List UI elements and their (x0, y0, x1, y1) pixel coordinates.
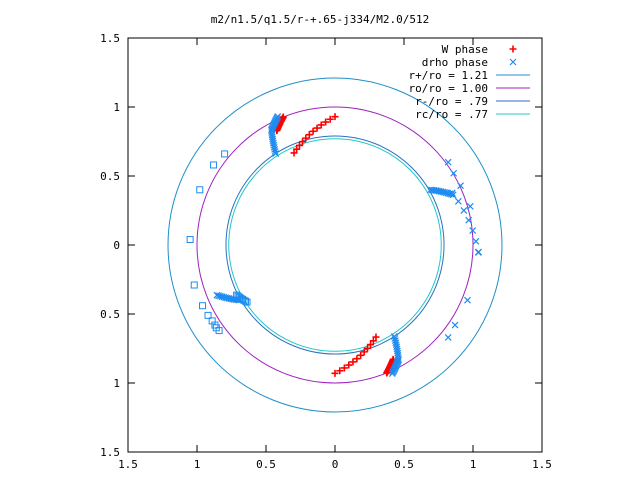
data-point (444, 158, 452, 166)
data-point (221, 150, 229, 158)
data-point (466, 202, 474, 210)
data-point (313, 124, 321, 132)
data-point (204, 311, 212, 319)
data-point (199, 302, 207, 310)
data-point (457, 182, 465, 190)
data-point (302, 134, 310, 142)
x-tick-label: 1.5 (532, 458, 552, 471)
x-tick-label: 0.5 (394, 458, 414, 471)
data-point (388, 370, 396, 378)
data-point (331, 113, 339, 121)
y-tick-label: 0 (113, 239, 120, 252)
data-point (465, 216, 473, 224)
data-point (363, 344, 371, 352)
data-point (449, 191, 457, 199)
data-point (372, 333, 380, 341)
series-w-phase (273, 113, 397, 377)
y-tick-label: 1.5 (100, 32, 120, 45)
data-point (233, 291, 241, 299)
data-point (326, 115, 334, 123)
x-tick-label: 0.5 (256, 458, 276, 471)
data-point (353, 355, 361, 363)
data-point (448, 189, 456, 197)
legend-swatch (509, 58, 517, 66)
x-tick-label: 1 (194, 458, 201, 471)
data-point (309, 127, 317, 135)
x-tick-label: 1.5 (118, 458, 138, 471)
circle-ro-ratio (196, 106, 474, 384)
data-point (215, 327, 223, 335)
data-point (349, 358, 357, 366)
data-point (215, 292, 223, 300)
chart-title: m2/n1.5/q1.5/r-+.65-j334/M2.0/512 (211, 13, 430, 26)
data-point (472, 237, 480, 245)
data-point (444, 334, 452, 341)
x-tick-label: 1 (470, 458, 477, 471)
circle-r-ratio (167, 77, 503, 413)
data-point (360, 348, 368, 356)
data-point (210, 161, 218, 169)
data-point (369, 337, 377, 345)
data-point (450, 169, 458, 177)
data-markers (186, 112, 482, 378)
data-point (305, 131, 313, 139)
legend-label: r+/ro = 1.21 (409, 69, 488, 82)
data-point (367, 341, 375, 349)
circle-r-ratio (225, 135, 445, 355)
data-point (322, 118, 330, 126)
data-point (460, 207, 468, 214)
legend-label: drho phase (422, 56, 488, 69)
data-point (196, 186, 204, 194)
data-point (186, 235, 194, 243)
series-squares (186, 150, 251, 335)
data-point (357, 351, 365, 359)
data-point (290, 149, 298, 157)
data-point (293, 145, 301, 153)
data-point (317, 121, 325, 129)
data-point (279, 113, 287, 121)
data-point (345, 361, 353, 369)
radius-circles (167, 77, 503, 413)
legend-swatch (509, 45, 517, 53)
legend-label: rc/ro = .77 (415, 108, 488, 121)
legend-label: r-/ro = .79 (415, 95, 488, 108)
data-point (464, 296, 471, 304)
data-point (190, 281, 198, 289)
y-tick-label: 1.5 (100, 446, 120, 459)
axis-ticks: 1.5 1 0.5 0 0.5 1 1.51.510.500.511.5 (100, 32, 552, 471)
y-tick-label: 0.5 (100, 308, 120, 321)
y-tick-label: 1 (113, 101, 120, 114)
data-point (340, 364, 348, 372)
data-point (336, 367, 344, 375)
data-point (295, 141, 303, 149)
y-tick-label: 0.5 (100, 170, 120, 183)
data-point (299, 138, 307, 146)
legend-label: ro/ro = 1.00 (409, 82, 488, 95)
data-point (213, 291, 221, 299)
data-point (331, 369, 339, 377)
data-point (475, 248, 482, 256)
data-point (234, 292, 242, 300)
circle-rc-ratio (228, 138, 442, 352)
series-drho-phase (213, 112, 482, 378)
data-point (274, 112, 282, 120)
x-tick-label: 0 (332, 458, 339, 471)
data-point (451, 321, 459, 329)
legend-label: W phase (442, 43, 488, 56)
y-tick-label: 1 (113, 377, 120, 390)
data-point (454, 197, 462, 205)
data-point (383, 369, 391, 377)
data-point (469, 227, 477, 234)
